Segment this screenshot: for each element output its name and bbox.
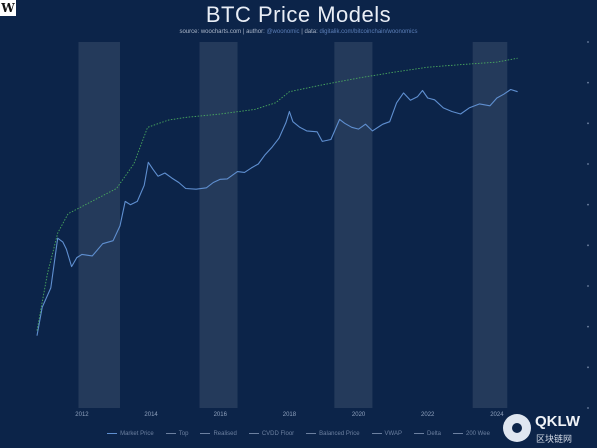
y-tick-mark [587, 81, 589, 84]
legend-item[interactable]: 200 Wee [453, 431, 490, 437]
legend-item[interactable]: CVDD Floor [248, 431, 295, 437]
legend-swatch [306, 432, 317, 434]
legend-item[interactable]: Top [165, 431, 189, 437]
x-axis: 2012 2014 2016 2018 2020 2022 2024 [75, 412, 504, 418]
x-tick-label: 2016 [214, 412, 228, 418]
legend-swatch [107, 432, 118, 434]
legend-label: CVDD Floor [261, 431, 295, 437]
author-label: | author: [242, 29, 265, 35]
x-tick-label: 2014 [144, 412, 158, 418]
data-link[interactable]: digitalik.com/bitcoinchain/woonomics [319, 29, 418, 35]
chart-legend: Market Price Top Realised CVDD Floor Balance… [0, 431, 597, 437]
source-link[interactable]: woocharts.com [200, 29, 242, 35]
x-tick-label: 2024 [490, 412, 504, 418]
legend-label: VWAP [384, 431, 402, 437]
market-price-line [36, 88, 518, 336]
logo-icon: W [0, 0, 16, 16]
x-tick-label: 2018 [283, 412, 297, 418]
author-link[interactable]: @woonomic [266, 29, 300, 35]
legend-swatch [248, 432, 259, 434]
legend-label: Balanced Price [319, 431, 360, 437]
bear-market-band [334, 42, 373, 408]
y-tick-mark [587, 407, 589, 409]
legend-label: Top [178, 431, 189, 437]
legend-swatch [165, 432, 176, 434]
watermark: QKLW 区块链网 [503, 412, 595, 446]
y-tick-mark [587, 325, 589, 328]
chart-subtitle: source: woocharts.com | author: @woonomi… [0, 29, 597, 35]
bear-market-band [472, 42, 508, 408]
legend-label: Delta [426, 431, 441, 437]
watermark-logo-icon [503, 414, 531, 442]
chart-title: BTC Price Models [205, 2, 392, 27]
legend-item[interactable]: Realised [200, 431, 237, 437]
watermark-text: QKLW [535, 413, 580, 430]
y-tick-mark [587, 366, 589, 369]
legend-label: Market Price [120, 431, 154, 437]
y-axis [587, 41, 589, 409]
legend-label: 200 Wee [466, 431, 490, 437]
x-tick-label: 2020 [352, 412, 366, 418]
y-tick-mark [587, 244, 589, 247]
legend-swatch [413, 432, 424, 434]
y-tick-mark [587, 203, 589, 206]
legend-item[interactable]: VWAP [371, 431, 402, 437]
y-tick-mark [587, 285, 589, 287]
legend-label: Realised [213, 431, 237, 437]
bear-market-bands [78, 42, 508, 408]
bear-market-band [78, 42, 120, 408]
watermark-subtext: 区块链网 [536, 434, 573, 444]
x-tick-label: 2012 [75, 412, 89, 418]
top-line [36, 57, 518, 331]
bear-market-band [199, 42, 238, 408]
legend-item[interactable]: Balanced Price [306, 431, 360, 437]
legend-item[interactable]: Delta [413, 431, 441, 437]
y-tick-mark [587, 163, 589, 165]
y-tick-mark [587, 41, 589, 43]
y-tick-mark [587, 122, 589, 125]
legend-swatch [453, 432, 463, 434]
legend-item[interactable]: Market Price [107, 431, 154, 437]
legend-swatch [371, 432, 382, 434]
legend-swatch [200, 432, 211, 434]
x-tick-label: 2022 [421, 412, 435, 418]
source-label: source: [179, 29, 200, 35]
data-label: | data: [301, 29, 318, 35]
series-lines [36, 57, 518, 336]
